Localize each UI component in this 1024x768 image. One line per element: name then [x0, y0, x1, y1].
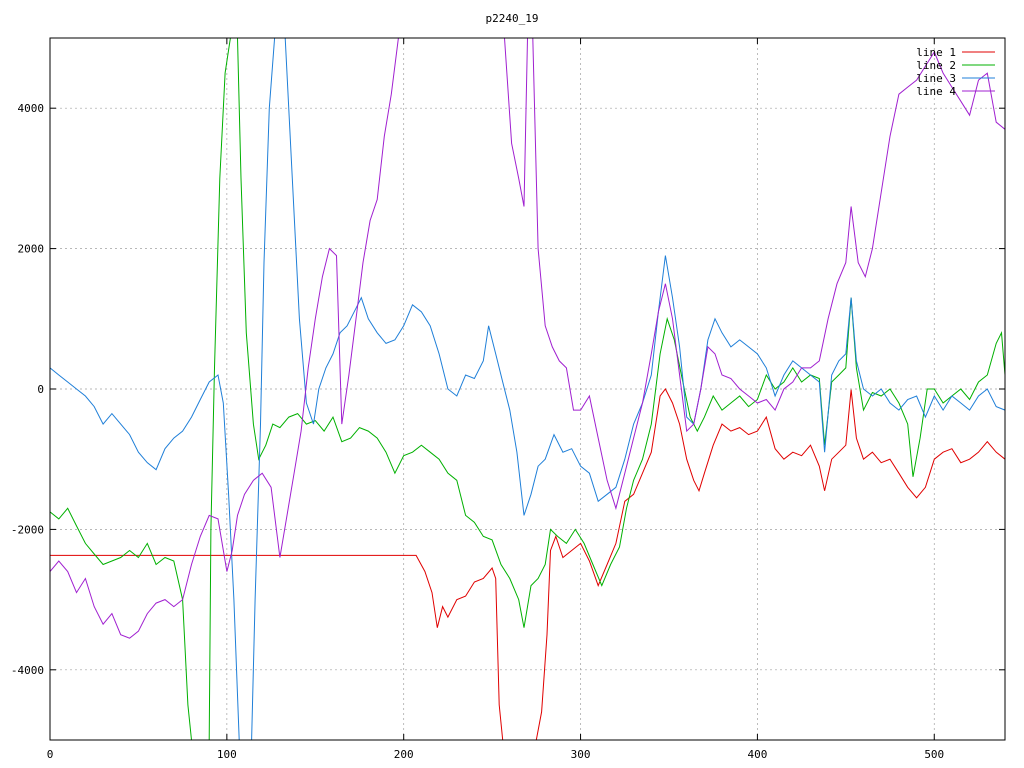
y-tick-label: 4000 — [18, 102, 45, 115]
series-line-3 — [50, 38, 1005, 740]
grid — [50, 38, 1005, 740]
series-line-4 — [50, 38, 1005, 639]
x-tick-label: 500 — [924, 748, 944, 761]
legend-label-4: line 4 — [916, 85, 956, 98]
y-tick-label: 0 — [37, 383, 44, 396]
legend-label-3: line 3 — [916, 72, 956, 85]
series-line-1 — [50, 388, 1005, 740]
legend-label-1: line 1 — [916, 46, 956, 59]
x-tick-label: 300 — [571, 748, 591, 761]
axes: 0 100 200 300 400 500 -4000 -2000 0 2000 4000 — [11, 38, 1005, 761]
y-tick-label: 2000 — [18, 243, 45, 256]
x-tick-label: 400 — [747, 748, 767, 761]
legend-label-2: line 2 — [916, 59, 956, 72]
chart-title: p2240_19 — [486, 12, 539, 25]
y-tick-label: -4000 — [11, 664, 44, 677]
x-tick-label: 0 — [47, 748, 54, 761]
series-group — [50, 38, 1005, 740]
x-tick-label: 100 — [217, 748, 237, 761]
y-tick-label: -2000 — [11, 523, 44, 536]
x-tick-label: 200 — [394, 748, 414, 761]
